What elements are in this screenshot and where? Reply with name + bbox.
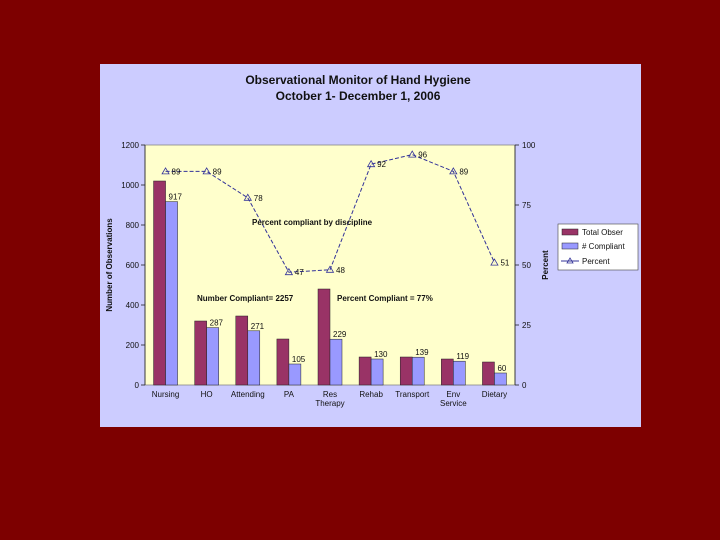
bar-compliant [247, 330, 261, 386]
right-tick-label: 50 [522, 261, 531, 270]
percent-data-label: 51 [500, 259, 509, 268]
compliant-data-label: 130 [374, 350, 388, 359]
percent-marker [243, 193, 252, 201]
compliant-data-label: 287 [210, 319, 224, 328]
percent-data-label: 96 [418, 151, 427, 160]
chart-svg: Observational Monitor of Hand Hygiene Oct… [105, 73, 639, 408]
right-tick-label: 75 [522, 201, 531, 210]
bar-compliant [329, 338, 343, 386]
bar-compliant [206, 327, 219, 386]
percent-data-label: 47 [295, 268, 304, 277]
percent-marker [449, 167, 458, 175]
bar-compliant [370, 358, 384, 386]
bar-total-obser [276, 338, 290, 386]
right-tick-label: 100 [522, 141, 536, 150]
category-label: PA [284, 390, 295, 399]
y-axis-title: Number of Observations [105, 218, 114, 312]
percent-marker [284, 267, 294, 276]
percent-data-label: 78 [254, 194, 263, 203]
bar-compliant [411, 356, 425, 386]
compliant-data-label: 139 [415, 348, 429, 357]
percent-data-label: 89 [213, 167, 222, 176]
bar-total-obser [441, 358, 454, 386]
compliant-data-label: 60 [497, 364, 506, 373]
legend-label-total-obser: Total Obser [582, 228, 623, 237]
left-tick-label: 200 [126, 341, 140, 350]
bar-compliant [494, 372, 507, 386]
left-tick-label: 0 [135, 381, 140, 390]
chart-panel: Observational Monitor of Hand Hygiene Oct… [100, 64, 641, 427]
bar-total-obser [194, 320, 207, 386]
percent-marker [366, 159, 376, 168]
right-tick-label: 25 [522, 321, 531, 330]
bar-compliant [165, 201, 178, 386]
percent-marker [161, 167, 170, 175]
compliant-data-label: 271 [251, 322, 265, 331]
category-label-line2: Service [440, 399, 467, 408]
annotation-percent-compliant: Percent Compliant = 77% [337, 294, 433, 303]
category-label: HO [201, 390, 213, 399]
y2-axis-title: Percent [541, 250, 550, 280]
percent-marker [408, 150, 417, 158]
percent-data-label: 89 [172, 167, 181, 176]
annotation-number-compliant: Number Compliant= 2257 [197, 294, 294, 303]
bar-compliant [288, 363, 302, 386]
compliant-data-label: 229 [333, 330, 347, 339]
chart-title: Observational Monitor of Hand Hygiene [245, 73, 471, 87]
category-label: Rehab [359, 390, 383, 399]
annotation-percent-by-discipline: Percent compliant by discipline [252, 218, 373, 227]
left-tick-label: 1000 [121, 181, 139, 190]
category-label: Attending [231, 390, 265, 399]
percent-marker [202, 167, 211, 175]
bar-total-obser [317, 288, 331, 386]
category-label: Env [446, 390, 460, 399]
category-label: Transport [395, 390, 430, 399]
left-tick-label: 1200 [121, 141, 139, 150]
legend-swatch-percent-marker [566, 257, 574, 264]
bar-total-obser [235, 315, 249, 386]
legend-swatch-total-obser [561, 228, 579, 236]
compliant-data-label: 119 [456, 352, 469, 361]
chart-subtitle: October 1- December 1, 2006 [276, 89, 441, 103]
legend-label-percent: Percent [582, 257, 610, 266]
category-label: Res [323, 390, 337, 399]
bar-compliant [453, 360, 466, 386]
category-label: Nursing [152, 390, 180, 399]
percent-data-label: 92 [377, 160, 386, 169]
right-tick-label: 0 [522, 381, 527, 390]
bar-total-obser [399, 356, 413, 386]
left-tick-label: 800 [126, 221, 140, 230]
left-tick-label: 400 [126, 301, 140, 310]
compliant-data-label: 917 [169, 193, 183, 202]
percent-line [165, 154, 495, 273]
left-tick-label: 600 [126, 261, 140, 270]
compliant-data-label: 105 [292, 355, 306, 364]
legend-label-compliant: # Compliant [582, 242, 625, 251]
percent-marker [325, 265, 335, 273]
bar-total-obser [482, 361, 495, 386]
category-label-line2: Therapy [315, 399, 344, 408]
bar-total-obser [153, 180, 166, 386]
category-label: Dietary [482, 390, 507, 399]
percent-data-label: 89 [459, 167, 468, 176]
percent-marker [490, 258, 499, 266]
percent-data-label: 48 [336, 266, 345, 275]
bar-total-obser [358, 356, 372, 386]
legend-swatch-compliant [561, 242, 579, 250]
